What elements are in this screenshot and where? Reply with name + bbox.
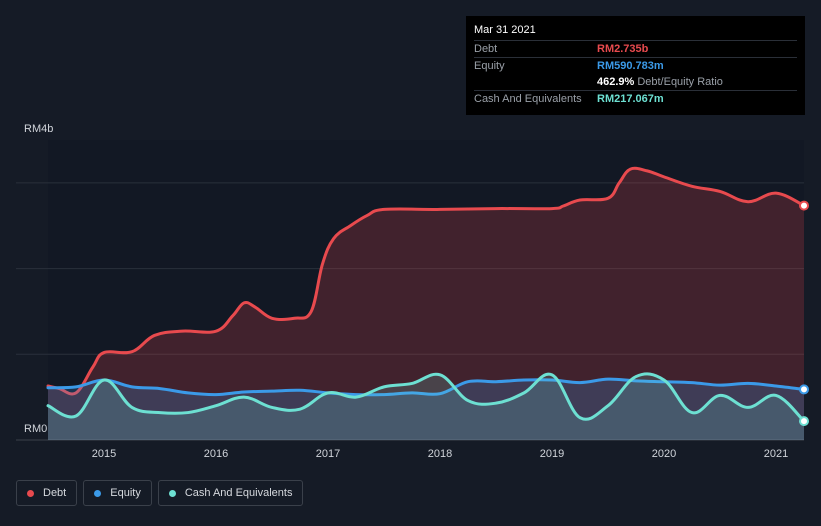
x-tick-label: 2019 — [540, 448, 564, 460]
axis-labels: 2015 2016 2017 2018 2019 2020 2021 RM0 RM4b — [24, 123, 788, 460]
legend-dot-icon — [27, 489, 34, 497]
tooltip-value: RM590.783m — [597, 60, 664, 72]
tooltip-row-ratio: 462.9% Debt/Equity Ratio — [474, 74, 797, 90]
tooltip-subtext: Debt/Equity Ratio — [637, 76, 723, 88]
tooltip-key: Cash And Equivalents — [474, 93, 582, 105]
legend-dot-icon — [168, 489, 176, 497]
x-tick-label: 2020 — [652, 448, 676, 460]
tooltip-row-debt: Debt RM2.735b — [474, 40, 797, 57]
tooltip-value: RM2.735b — [597, 43, 649, 55]
legend-item-cash[interactable]: Cash And Equivalents — [157, 480, 304, 506]
legend: Debt Equity Cash And Equivalents — [16, 480, 304, 506]
tooltip-date: Mar 31 2021 — [474, 24, 536, 36]
cash-area — [48, 373, 804, 440]
x-tick-label: 2016 — [204, 448, 228, 460]
tooltip-key: Debt — [474, 43, 498, 55]
x-tick-label: 2018 — [428, 448, 452, 460]
legend-label: Equity — [110, 487, 141, 499]
tooltip-value: RM217.067m — [597, 93, 664, 105]
cash-end-point — [799, 416, 809, 427]
tooltip-key: Equity — [474, 60, 505, 72]
y-tick-label: RM4b — [24, 123, 53, 135]
series-layer — [46, 166, 809, 440]
legend-label: Cash And Equivalents — [184, 487, 293, 499]
cash-line — [46, 372, 806, 423]
x-tick-label: 2021 — [764, 448, 788, 460]
debt-end-point — [799, 200, 809, 211]
x-tick-label: 2015 — [92, 448, 116, 460]
legend-item-debt[interactable]: Debt — [16, 480, 78, 506]
equity-line — [46, 377, 806, 397]
tooltip-panel: Mar 31 2021 Debt RM2.735b Equity RM590.7… — [466, 16, 805, 115]
debt-line — [46, 166, 806, 396]
equity-end-point — [799, 384, 809, 395]
debt-area — [48, 168, 804, 440]
legend-label: Debt — [43, 487, 67, 499]
tooltip-value: 462.9% — [597, 76, 635, 88]
legend-dot-icon — [94, 489, 102, 497]
tooltip-row-cash: Cash And Equivalents RM217.067m — [474, 90, 797, 107]
equity-area — [48, 379, 804, 440]
legend-item-equity[interactable]: Equity — [83, 480, 152, 506]
tooltip-row-equity: Equity RM590.783m — [474, 57, 797, 74]
x-tick-label: 2017 — [316, 448, 340, 460]
y-tick-label: RM0 — [24, 423, 47, 435]
